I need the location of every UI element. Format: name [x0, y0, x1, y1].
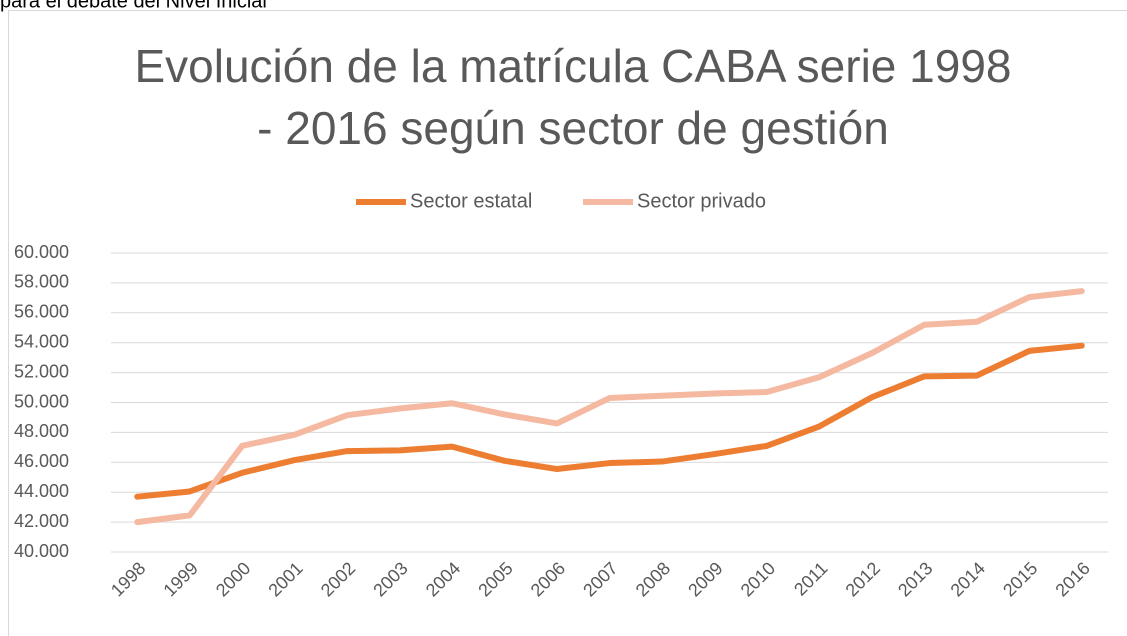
x-tick-label: 2015 — [999, 558, 1041, 600]
legend-label: Sector estatal — [410, 190, 532, 212]
caption: para el debate del Nivel Inicial — [0, 0, 267, 12]
x-tick-label: 2004 — [422, 558, 464, 600]
x-tick-label: 2001 — [264, 558, 306, 600]
x-tick-label: 2000 — [212, 558, 254, 600]
x-tick-label: 2014 — [947, 558, 989, 600]
x-tick-label: 2010 — [737, 558, 779, 600]
y-tick-label: 42.000 — [14, 511, 69, 531]
y-tick-label: 40.000 — [14, 541, 69, 561]
x-tick-label: 2007 — [579, 558, 621, 600]
x-tick-label: 1998 — [107, 558, 149, 600]
x-tick-label: 2013 — [894, 558, 936, 600]
chart-title: Evolución de la matrícula CABA serie 199… — [134, 40, 1011, 92]
series-line — [134, 342, 1085, 500]
y-tick-label: 58.000 — [14, 272, 69, 292]
x-tick-label: 1999 — [159, 558, 201, 600]
y-tick-label: 46.000 — [14, 451, 69, 471]
y-tick-label: 54.000 — [14, 331, 69, 351]
x-tick-label: 2002 — [317, 558, 359, 600]
x-tick-label: 2011 — [790, 558, 832, 600]
chart-border — [8, 10, 1127, 636]
x-tick-label: 2008 — [632, 558, 674, 600]
y-tick-label: 50.000 — [14, 391, 69, 411]
x-tick-label: 2003 — [369, 558, 411, 600]
y-tick-label: 56.000 — [14, 302, 69, 322]
y-tick-label: 44.000 — [14, 481, 69, 501]
x-tick-label: 2012 — [842, 558, 884, 600]
y-tick-label: 60.000 — [14, 242, 69, 262]
x-tick-label: 2005 — [474, 558, 516, 600]
x-tick-label: 2006 — [527, 558, 569, 600]
y-tick-label: 48.000 — [14, 421, 69, 441]
y-tick-label: 52.000 — [14, 361, 69, 381]
legend-label: Sector privado — [637, 190, 766, 212]
series-line — [134, 288, 1085, 526]
chart-title: - 2016 según sector de gestión — [257, 102, 889, 154]
x-tick-label: 2016 — [1051, 558, 1093, 600]
x-tick-label: 2009 — [684, 558, 726, 600]
